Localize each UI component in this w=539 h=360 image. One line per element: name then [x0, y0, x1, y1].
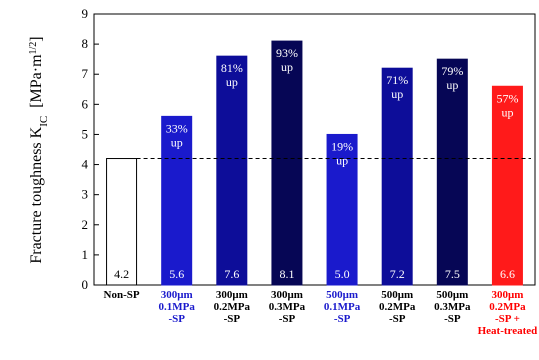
- bar-annotation: up: [391, 87, 403, 101]
- y-tick-label: 5: [82, 126, 89, 141]
- x-category-label: 0.1MPa: [324, 301, 361, 313]
- bar: [381, 67, 413, 286]
- bar-annotation: up: [336, 153, 348, 167]
- bar-annotation: up: [226, 75, 238, 89]
- y-tick-label: 3: [82, 187, 89, 202]
- bar: [161, 115, 193, 286]
- bar-value-label: 7.2: [390, 267, 405, 281]
- bar: [326, 133, 358, 286]
- x-category-label: -SP: [334, 313, 351, 325]
- x-category-label: 300μm: [491, 289, 523, 301]
- bar-annotation: 57%: [496, 91, 518, 105]
- y-tick-label: 1: [82, 247, 89, 262]
- bar-annotation: 19%: [331, 139, 353, 153]
- bar-annotation: 71%: [386, 73, 408, 87]
- bar-annotation: up: [501, 105, 513, 119]
- bar-value-label: 4.2: [114, 267, 129, 281]
- x-category-label: 0.2MPa: [379, 301, 416, 313]
- x-category-label: 500μm: [436, 289, 468, 301]
- x-category-label: Heat-treated: [478, 325, 538, 337]
- bar-annotation: up: [446, 78, 458, 92]
- bar: [216, 55, 248, 286]
- x-category-label: -SP: [279, 313, 296, 325]
- y-tick-label: 4: [82, 157, 89, 172]
- bar-annotation: 93%: [276, 46, 298, 60]
- bar-annotation: up: [171, 135, 183, 149]
- bar-labels-group: 4.2 5.6 7.6 8.1 5.0 7.2 7.5 6.633%up81%up93%up1…: [114, 46, 518, 281]
- y-tick-label: 6: [82, 96, 89, 111]
- x-category-label: -SP: [224, 313, 241, 325]
- x-category-label: -SP +: [495, 313, 520, 325]
- x-category-label: 0.2MPa: [489, 301, 526, 313]
- x-category-label: 300μm: [161, 289, 193, 301]
- y-tick-label: 0: [82, 277, 89, 292]
- x-category-label: -SP: [444, 313, 461, 325]
- x-category-label: 0.1MPa: [159, 301, 196, 313]
- bar: [271, 40, 303, 286]
- y-tick-label: 7: [82, 66, 89, 81]
- bar-value-label: 7.5: [445, 267, 460, 281]
- bar: [436, 58, 468, 286]
- bar-annotation: 79%: [441, 64, 463, 78]
- bar: [491, 85, 523, 286]
- x-category-label: 0.2MPa: [214, 301, 251, 313]
- x-category-label: Non-SP: [104, 289, 140, 301]
- plot-frame: [93, 13, 536, 286]
- category-labels-group: Non-SP 300μm0.1MPa-SP300μm0.2MPa-SP300μm0…: [104, 289, 538, 337]
- bar-value-label: 6.6: [500, 267, 515, 281]
- y-tick-label: 2: [82, 217, 89, 232]
- y-tick-label: 9: [82, 6, 89, 21]
- y-axis-label: Fracture toughness KIC[MPa·m1/2]: [28, 36, 51, 263]
- y-tick-label: 8: [82, 36, 89, 51]
- bar-value-label: 5.6: [169, 267, 184, 281]
- x-category-label: 300μm: [216, 289, 248, 301]
- x-category-label: -SP: [389, 313, 406, 325]
- bar-annotation: 33%: [166, 121, 188, 135]
- bar: [106, 158, 138, 286]
- bar-value-label: 5.0: [335, 267, 350, 281]
- bar-annotation: up: [281, 60, 293, 74]
- x-category-label: 500μm: [381, 289, 413, 301]
- x-category-label: 0.3MPa: [434, 301, 471, 313]
- x-category-label: 300μm: [271, 289, 303, 301]
- bars-group: [106, 40, 523, 286]
- y-axis: 0 1 2 3 4 5 6 7 8 9: [82, 6, 99, 292]
- bar-annotation: 81%: [221, 61, 243, 75]
- bar-value-label: 7.6: [224, 267, 239, 281]
- x-category-label: 0.3MPa: [269, 301, 306, 313]
- x-category-label: -SP: [168, 313, 185, 325]
- bar-value-label: 8.1: [279, 267, 294, 281]
- x-category-label: 500μm: [326, 289, 358, 301]
